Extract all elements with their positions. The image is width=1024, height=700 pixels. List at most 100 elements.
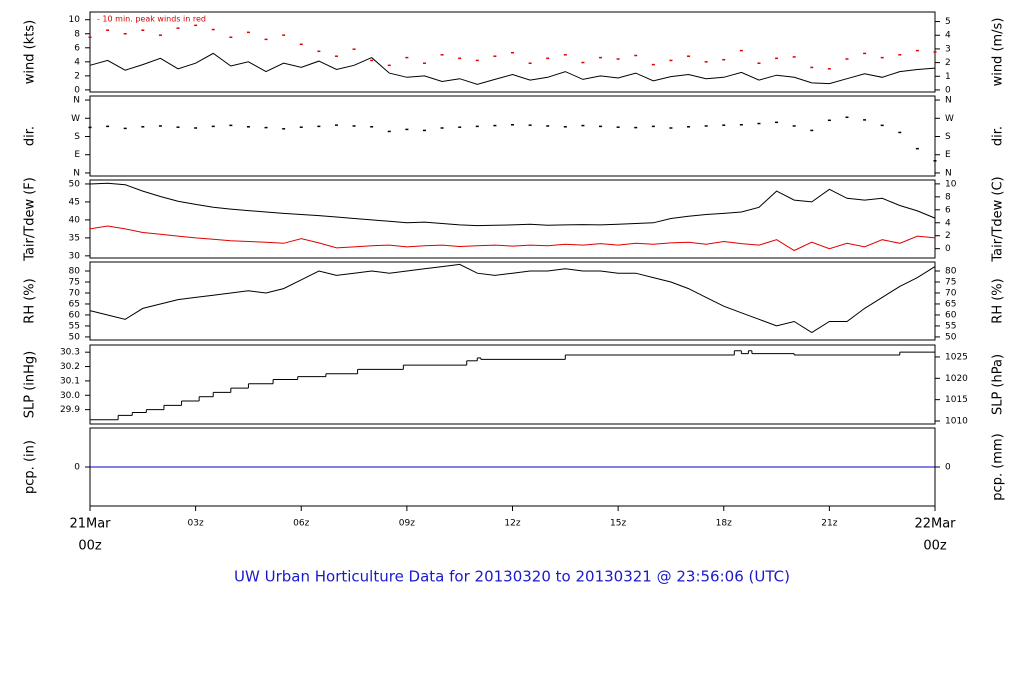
data-dot <box>599 56 603 59</box>
data-dot <box>264 126 268 129</box>
data-dot <box>211 125 215 128</box>
tick-label: 55 <box>69 321 80 331</box>
tick-label: 8 <box>74 29 80 39</box>
data-dot <box>651 125 655 128</box>
data-dot <box>440 54 444 56</box>
data-dot <box>158 125 162 127</box>
data-dot <box>387 64 391 67</box>
tick-label: 2 <box>945 58 951 68</box>
data-dot <box>792 56 796 58</box>
series-line <box>89 52 936 85</box>
tick-label: 40 <box>69 215 81 225</box>
x-tick-label: 21Mar <box>69 517 111 532</box>
data-dot <box>898 131 902 134</box>
data-dot <box>282 128 286 130</box>
data-dot <box>123 33 127 35</box>
data-dot <box>810 66 814 69</box>
data-dot <box>739 124 743 126</box>
panel-frame <box>89 95 936 177</box>
data-dot <box>722 58 726 61</box>
tick-label: 80 <box>945 267 957 277</box>
x-tick-label: 12z <box>504 519 520 529</box>
y2-axis-label: SLP (hPa) <box>991 354 1006 415</box>
tick-label: N <box>945 168 952 178</box>
data-dot <box>827 68 831 70</box>
tick-label: E <box>74 150 80 160</box>
tick-label: 0 <box>74 85 80 95</box>
data-dot <box>687 126 691 128</box>
data-dot <box>915 147 919 150</box>
data-dot <box>123 127 127 130</box>
tick-label: S <box>74 132 80 142</box>
series-line <box>89 225 936 252</box>
data-dot <box>634 126 638 129</box>
data-dot <box>757 62 761 64</box>
data-dot <box>757 122 761 125</box>
data-dot <box>880 124 884 127</box>
tick-label: 2 <box>74 71 80 81</box>
data-dot <box>599 125 603 128</box>
x-tick-label: 15z <box>610 519 626 529</box>
data-dot <box>493 55 497 57</box>
data-dot <box>704 61 708 63</box>
tick-label: 65 <box>945 299 956 309</box>
data-dot <box>229 36 233 39</box>
tick-label: 29.9 <box>60 405 80 415</box>
tick-label: 10 <box>945 179 957 189</box>
data-dot <box>863 119 867 121</box>
data-dot <box>898 54 902 56</box>
data-dot <box>687 55 691 57</box>
x-tick-label: 09z <box>399 519 415 529</box>
x-tick-label: 21z <box>821 519 837 529</box>
data-dot <box>194 127 198 129</box>
data-dot <box>810 129 814 132</box>
data-dot <box>775 121 779 124</box>
tick-label: 30.3 <box>60 348 80 358</box>
tick-label: 8 <box>945 192 951 202</box>
tick-label: 0 <box>945 463 951 473</box>
tick-label: 35 <box>69 233 80 243</box>
data-dot <box>669 59 673 62</box>
tick-label: 60 <box>69 310 81 320</box>
tick-label: 70 <box>945 288 957 298</box>
data-dot <box>546 57 550 60</box>
panel-frame <box>89 179 936 259</box>
data-dot <box>458 57 462 60</box>
tick-label: 70 <box>69 288 81 298</box>
data-dot <box>317 50 321 53</box>
tick-label: 80 <box>69 267 81 277</box>
x-tick-label: 00z <box>78 539 102 554</box>
tick-label: 50 <box>69 332 81 342</box>
data-dot <box>387 130 391 133</box>
data-dot <box>405 56 409 59</box>
tick-label: 30.0 <box>60 391 80 401</box>
data-dot <box>704 125 708 127</box>
y2-axis-label: wind (m/s) <box>991 18 1006 87</box>
data-dot <box>827 119 831 122</box>
data-dot <box>739 49 743 52</box>
data-dot <box>422 129 426 132</box>
data-dot <box>370 126 374 128</box>
data-dot <box>458 126 462 128</box>
tick-label: 45 <box>69 197 80 207</box>
annotation: - 10 min. peak winds in red <box>97 15 206 24</box>
data-dot <box>264 38 268 41</box>
y-axis-label: RH (%) <box>23 278 38 323</box>
tick-label: 1010 <box>945 417 968 427</box>
tick-label: 50 <box>69 179 81 189</box>
data-dot <box>792 125 796 127</box>
tick-label: 10 <box>69 15 81 25</box>
x-tick-label: 18z <box>716 519 732 529</box>
data-dot <box>616 126 620 128</box>
tick-label: 75 <box>945 277 956 287</box>
tick-label: 50 <box>945 332 957 342</box>
y2-axis-label: Tair/Tdew (C) <box>991 176 1006 262</box>
data-dot <box>863 52 867 55</box>
tick-label: 4 <box>945 31 951 41</box>
tick-label: 65 <box>69 299 80 309</box>
tick-label: 30.2 <box>60 362 80 372</box>
tick-label: 1020 <box>945 374 968 384</box>
data-dot <box>528 62 532 64</box>
data-dot <box>440 127 444 129</box>
tick-label: 55 <box>945 321 956 331</box>
